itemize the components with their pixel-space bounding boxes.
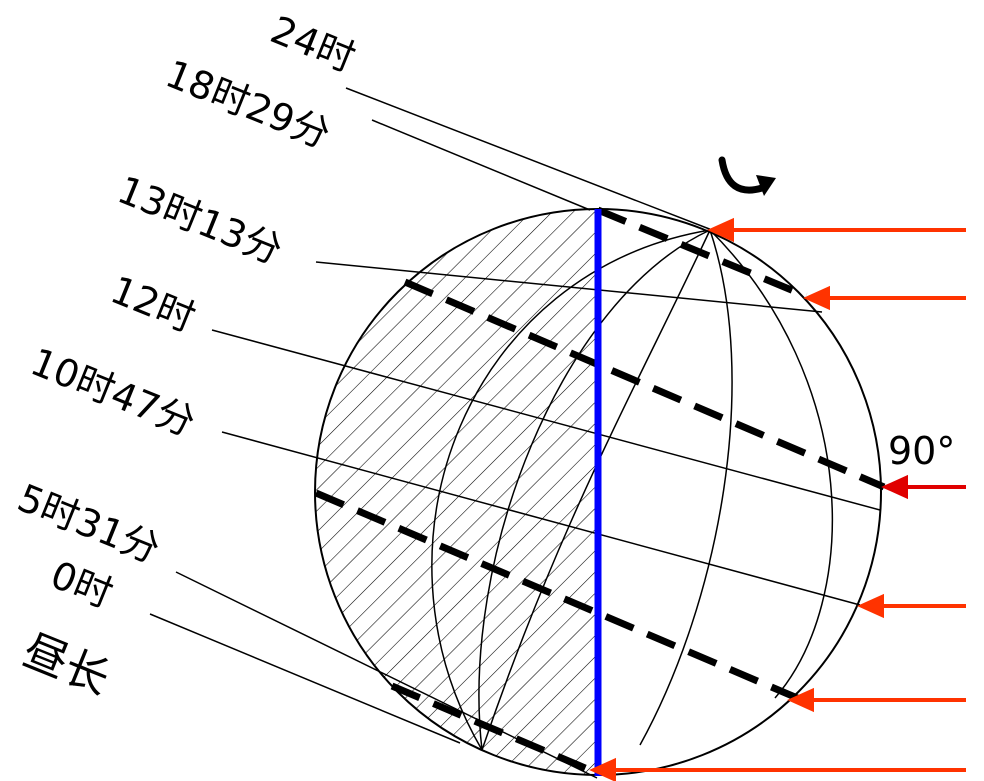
label-18h29m: 18时29分 [160, 52, 337, 157]
label-13h13m: 13时13分 [112, 168, 289, 273]
label-day-length: 昼长 [16, 625, 117, 705]
label-5h31m: 5时31分 [12, 476, 166, 572]
label-24h: 24时 [265, 8, 362, 81]
dashed-parallels [314, 206, 886, 777]
sun-rays [589, 217, 966, 781]
sun-ray-2 [803, 285, 966, 311]
label-0h: 0时 [45, 553, 119, 617]
sun-ray-5 [589, 757, 966, 781]
sun-ray-main [881, 474, 966, 500]
sun-ray-4 [787, 687, 966, 713]
sun-ray-3 [857, 593, 966, 619]
curved-rotation-arrow-icon [718, 156, 776, 196]
angle-label: 90° [888, 429, 955, 473]
label-10h47m: 10时47分 [25, 340, 202, 445]
label-12h: 12时 [105, 268, 202, 341]
night-side-hatching [315, 209, 598, 775]
sun-ray-1 [707, 217, 966, 243]
